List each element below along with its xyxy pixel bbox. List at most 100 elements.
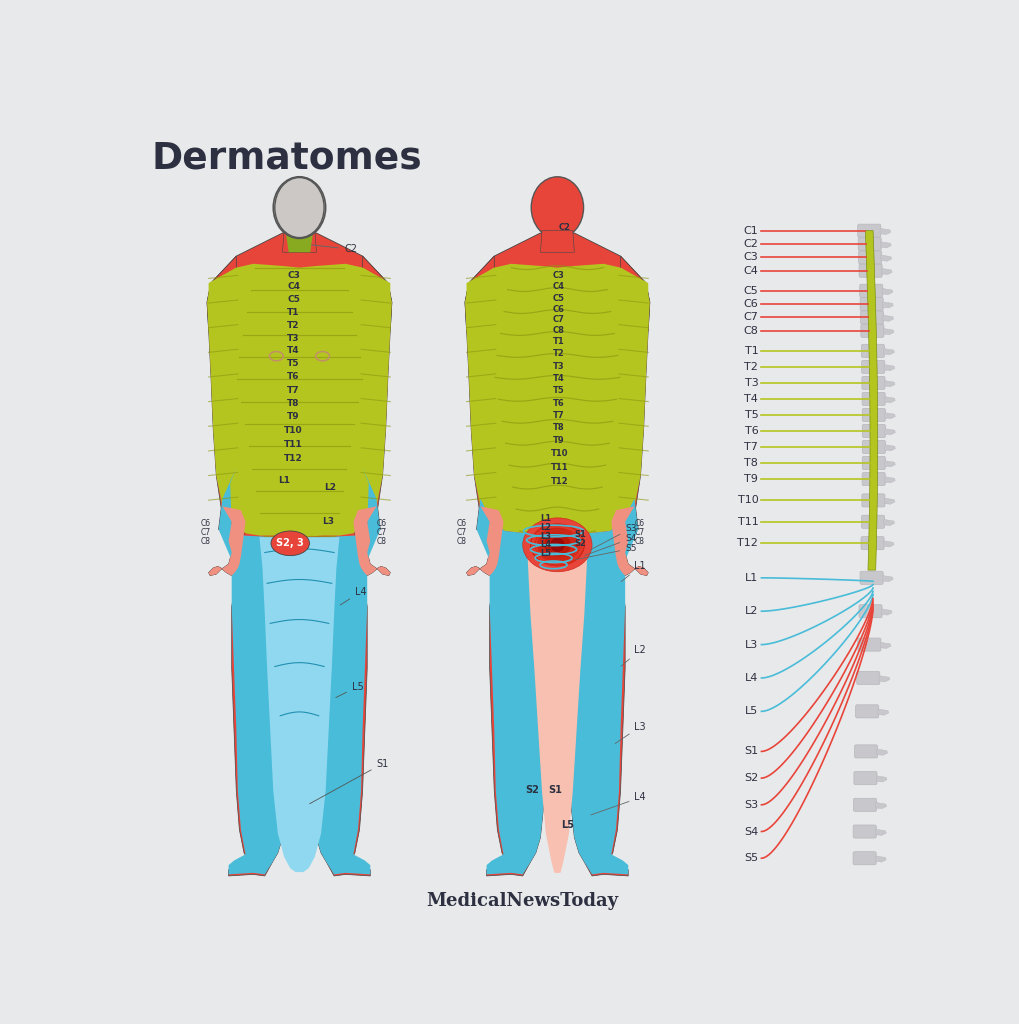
Text: L4: L4 (590, 793, 645, 815)
Polygon shape (207, 233, 391, 554)
Ellipse shape (273, 177, 325, 239)
Polygon shape (285, 230, 313, 252)
Text: L2: L2 (324, 482, 336, 492)
FancyBboxPatch shape (860, 325, 883, 337)
Ellipse shape (537, 528, 577, 561)
Polygon shape (228, 549, 296, 876)
Text: L2: L2 (621, 645, 645, 667)
Text: C6: C6 (455, 518, 466, 527)
FancyBboxPatch shape (857, 638, 880, 651)
Text: T6: T6 (287, 373, 300, 382)
FancyBboxPatch shape (861, 392, 884, 406)
Polygon shape (875, 803, 886, 809)
Text: C2: C2 (558, 223, 571, 232)
Text: C7: C7 (201, 527, 211, 537)
FancyBboxPatch shape (861, 360, 883, 374)
Text: MedicalNewsToday: MedicalNewsToday (426, 892, 619, 909)
Text: S4: S4 (744, 826, 758, 837)
FancyBboxPatch shape (856, 672, 879, 684)
Text: C7: C7 (634, 527, 644, 537)
Text: T8: T8 (552, 423, 564, 432)
Polygon shape (465, 267, 504, 523)
FancyBboxPatch shape (852, 852, 875, 865)
Polygon shape (207, 267, 247, 523)
Text: C2: C2 (743, 239, 758, 249)
Text: C1: C1 (743, 225, 758, 236)
Text: L3: L3 (745, 640, 758, 649)
Ellipse shape (531, 177, 583, 239)
Text: L5: L5 (335, 682, 363, 697)
Polygon shape (880, 255, 891, 261)
Text: T10: T10 (737, 496, 758, 506)
Polygon shape (883, 498, 894, 504)
Polygon shape (207, 256, 247, 575)
Ellipse shape (523, 518, 591, 571)
Text: S2, 3: S2, 3 (276, 539, 304, 548)
Text: C3: C3 (743, 252, 758, 262)
Text: C6: C6 (376, 518, 386, 527)
Text: C6: C6 (634, 518, 644, 527)
Text: T1: T1 (744, 346, 758, 356)
Text: L1: L1 (540, 514, 551, 523)
Text: C8: C8 (743, 326, 758, 336)
FancyBboxPatch shape (859, 298, 882, 310)
Text: T6: T6 (552, 398, 564, 408)
Text: L4: L4 (340, 587, 366, 605)
Polygon shape (208, 264, 390, 538)
Polygon shape (609, 256, 649, 575)
Text: L2: L2 (540, 523, 551, 532)
Polygon shape (353, 506, 390, 575)
Polygon shape (879, 642, 890, 648)
FancyBboxPatch shape (861, 424, 884, 437)
Ellipse shape (549, 538, 565, 553)
Text: T2: T2 (552, 349, 564, 358)
Text: C8: C8 (634, 537, 644, 546)
Text: C5: C5 (287, 296, 300, 304)
Polygon shape (352, 267, 391, 523)
Text: Dermatomes: Dermatomes (152, 140, 422, 176)
Polygon shape (466, 506, 503, 575)
Text: T4: T4 (552, 374, 564, 383)
Polygon shape (282, 230, 316, 252)
Text: T7: T7 (552, 411, 564, 420)
FancyBboxPatch shape (858, 264, 881, 278)
Text: T11: T11 (283, 440, 303, 450)
Polygon shape (882, 348, 894, 354)
FancyBboxPatch shape (860, 344, 883, 357)
Text: C4: C4 (552, 283, 565, 292)
FancyBboxPatch shape (861, 409, 884, 422)
Ellipse shape (271, 531, 309, 556)
Text: C6: C6 (743, 299, 758, 309)
Text: T2: T2 (287, 321, 300, 330)
Polygon shape (879, 242, 891, 248)
Text: T7: T7 (287, 386, 300, 395)
Polygon shape (883, 396, 895, 402)
Polygon shape (883, 444, 895, 451)
Polygon shape (208, 506, 246, 575)
Polygon shape (882, 315, 893, 322)
Text: S4: S4 (584, 534, 636, 555)
Polygon shape (218, 468, 380, 874)
Polygon shape (465, 233, 649, 554)
Text: T10: T10 (550, 450, 569, 459)
Text: L1: L1 (745, 572, 758, 583)
Polygon shape (259, 538, 339, 872)
Text: L2: L2 (744, 606, 758, 616)
FancyBboxPatch shape (861, 457, 884, 470)
Text: C4: C4 (743, 266, 758, 275)
Polygon shape (883, 381, 894, 387)
FancyBboxPatch shape (859, 571, 882, 585)
Polygon shape (476, 499, 638, 874)
Text: C7: C7 (376, 527, 386, 537)
FancyBboxPatch shape (854, 744, 876, 758)
Polygon shape (540, 230, 574, 252)
Text: T4: T4 (287, 346, 300, 355)
Text: T5: T5 (287, 359, 300, 369)
Text: S1: S1 (744, 746, 758, 757)
Text: C2: C2 (311, 245, 357, 254)
Polygon shape (878, 676, 889, 682)
FancyBboxPatch shape (857, 238, 880, 251)
Text: C4: C4 (287, 283, 300, 292)
Polygon shape (609, 267, 649, 523)
Text: C8: C8 (552, 327, 565, 335)
